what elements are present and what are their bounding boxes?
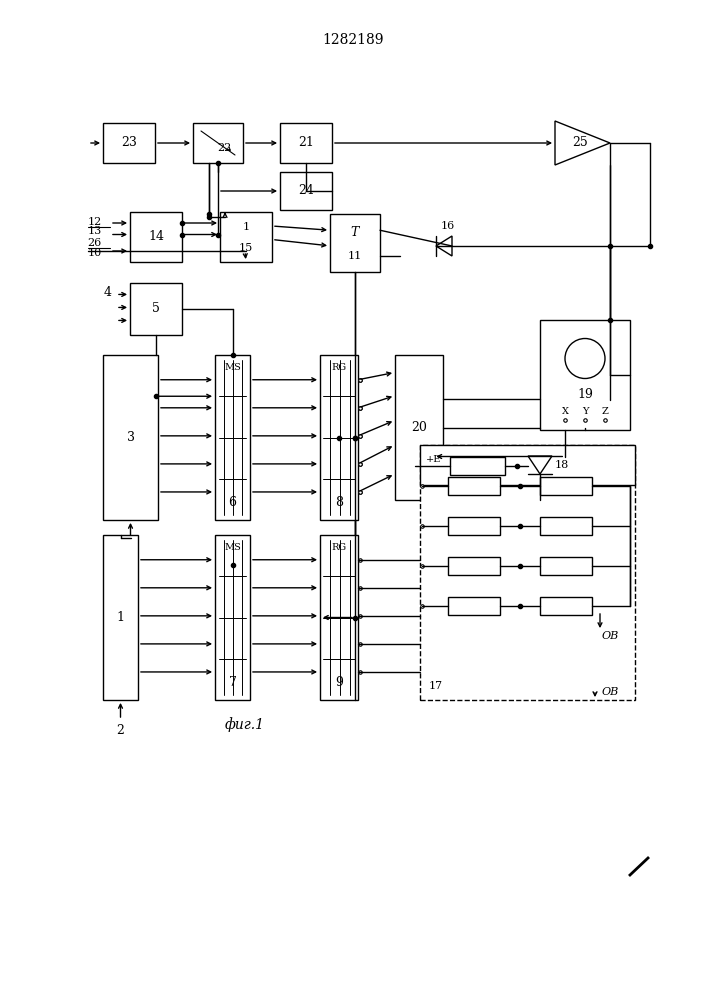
Text: 4: 4 [104, 286, 112, 299]
Bar [395, 355, 443, 500]
Text: 17: 17 [429, 681, 443, 691]
Text: 11: 11 [348, 251, 362, 261]
Text: 8: 8 [335, 495, 343, 508]
Bar [280, 123, 332, 163]
Bar [330, 214, 380, 272]
Bar [103, 355, 158, 520]
Text: 7: 7 [228, 676, 236, 688]
Text: RG: RG [332, 362, 346, 371]
Bar [215, 535, 250, 700]
Text: 3: 3 [127, 431, 134, 444]
Text: 25: 25 [572, 136, 588, 149]
Text: 21: 21 [298, 136, 314, 149]
Text: MS: MS [224, 542, 241, 552]
Bar [448, 557, 500, 575]
Text: 13: 13 [88, 226, 102, 236]
Text: 22: 22 [217, 143, 231, 153]
Bar [540, 597, 592, 615]
Text: 16: 16 [441, 221, 455, 231]
Bar [448, 597, 500, 615]
Text: 2: 2 [117, 724, 124, 736]
Text: T: T [351, 226, 359, 239]
Bar [130, 212, 182, 262]
Text: 1: 1 [117, 611, 124, 624]
Text: 15: 15 [239, 243, 253, 253]
Text: 9: 9 [335, 676, 343, 688]
Text: фиг.1: фиг.1 [225, 718, 265, 732]
Text: Z: Z [602, 408, 608, 416]
Bar [448, 517, 500, 535]
Bar [103, 535, 138, 700]
Text: OB: OB [602, 687, 619, 697]
Text: MS: MS [224, 362, 241, 371]
Text: 14: 14 [148, 231, 164, 243]
Bar [540, 320, 630, 430]
Text: X: X [561, 408, 568, 416]
Bar [103, 123, 155, 163]
Bar [448, 477, 500, 495]
Bar [193, 123, 243, 163]
Bar [320, 535, 358, 700]
Text: Y: Y [582, 408, 588, 416]
Bar [450, 457, 505, 475]
Text: 24: 24 [298, 184, 314, 198]
Bar [540, 517, 592, 535]
Text: 1: 1 [243, 222, 250, 232]
Text: 26: 26 [88, 238, 102, 248]
Bar [420, 445, 635, 485]
Text: 12: 12 [88, 217, 102, 227]
Bar [130, 283, 182, 335]
Bar [215, 355, 250, 520]
Text: 10: 10 [88, 248, 102, 258]
Bar [540, 477, 592, 495]
Text: RG: RG [332, 542, 346, 552]
Text: +E: +E [426, 454, 442, 464]
Bar [220, 212, 272, 262]
Text: 20: 20 [411, 421, 427, 434]
Text: 6: 6 [228, 495, 237, 508]
Text: 1282189: 1282189 [323, 33, 384, 47]
Text: 18: 18 [555, 460, 569, 470]
Bar [320, 355, 358, 520]
Text: 19: 19 [577, 388, 593, 401]
Bar [420, 445, 635, 700]
Bar [280, 172, 332, 210]
Bar [540, 557, 592, 575]
Text: 5: 5 [152, 302, 160, 316]
Text: 23: 23 [121, 136, 137, 149]
Text: OB: OB [602, 631, 619, 641]
